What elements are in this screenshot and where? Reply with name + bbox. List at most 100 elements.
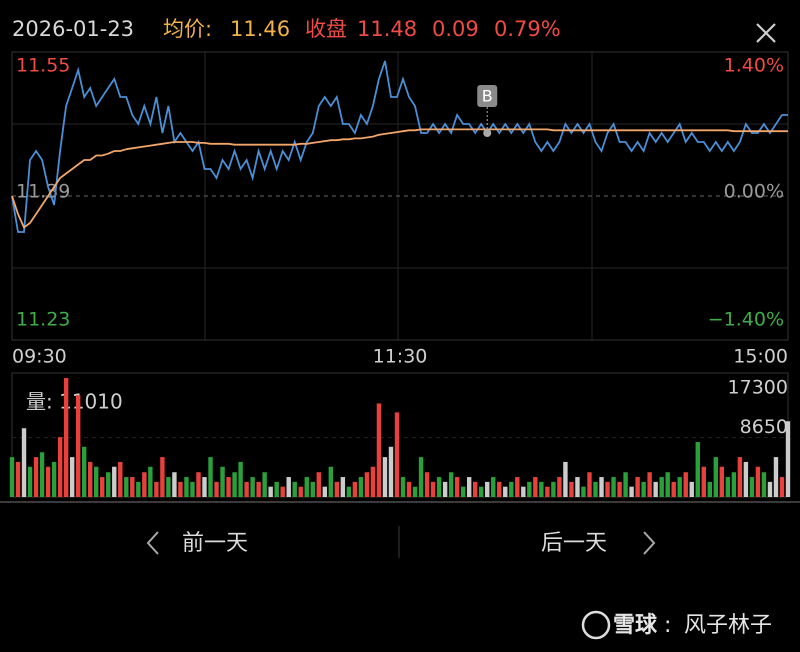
volume-bar xyxy=(635,477,640,497)
volume-bar xyxy=(677,477,682,497)
volume-bar xyxy=(454,477,460,497)
volume-bar xyxy=(15,461,21,497)
volume-bar xyxy=(394,412,400,497)
volume-bar xyxy=(575,477,580,497)
volume-bar xyxy=(695,441,700,497)
watermark: 雪球 : 风子林子 xyxy=(581,610,772,640)
volume-bar xyxy=(509,481,514,497)
close-price: 11.48 xyxy=(357,17,417,41)
volume-bar xyxy=(485,481,490,497)
volume-bar xyxy=(412,486,418,497)
volume-bar xyxy=(515,477,520,497)
volume-bar xyxy=(448,472,454,497)
marker-dot xyxy=(483,129,492,137)
volume-bar xyxy=(527,481,532,497)
chevron-left xyxy=(146,531,159,555)
x-tick-label: 09:30 xyxy=(12,346,67,368)
volume-bar xyxy=(244,481,249,497)
volume-bar xyxy=(653,481,658,497)
volume-bar xyxy=(51,461,57,497)
volume-bar xyxy=(226,477,231,497)
volume-bar xyxy=(328,466,334,497)
avg-label: 均价: xyxy=(163,17,212,41)
date: 2026-01-23 xyxy=(12,17,134,41)
volume-bar xyxy=(63,378,69,497)
volume-bar xyxy=(136,481,141,497)
volume-bar xyxy=(232,472,237,497)
volume-bar xyxy=(611,477,616,497)
volume-bar xyxy=(629,486,634,497)
volume-bar xyxy=(593,481,598,497)
volume-bar xyxy=(196,472,201,497)
close-button[interactable] xyxy=(756,23,776,43)
volume-bar xyxy=(124,477,129,497)
volume-bar xyxy=(214,481,219,497)
y2-tick-label: −1.40% xyxy=(708,309,784,331)
volume-bar xyxy=(88,461,93,497)
volume-bar xyxy=(430,481,436,497)
volume-bar xyxy=(148,466,153,497)
volume-bar xyxy=(460,486,466,497)
volume-bar xyxy=(220,466,225,497)
volume-bar xyxy=(731,472,737,497)
x-tick-label: 11:30 xyxy=(373,346,428,368)
y2-tick-label: 0.00% xyxy=(724,181,784,203)
volume-bar xyxy=(208,457,213,497)
volume-bar xyxy=(346,486,352,497)
next-day[interactable]: 后一天 xyxy=(541,531,656,556)
volume-bar xyxy=(172,472,177,497)
volume-bar xyxy=(581,486,586,497)
volume-bar xyxy=(472,481,478,497)
volume-bar xyxy=(81,446,87,497)
volume-bar xyxy=(442,481,448,497)
volume-bar xyxy=(304,477,309,497)
volume-bar xyxy=(238,461,243,497)
volume-bar xyxy=(400,477,406,497)
volume-bar xyxy=(785,421,791,497)
y-tick-label: 17300 xyxy=(728,377,788,399)
volume-bar xyxy=(436,477,442,497)
volume-bar xyxy=(340,477,346,497)
volume-bar xyxy=(418,457,424,497)
volume-bar xyxy=(701,466,706,497)
volume-bar xyxy=(491,477,496,497)
volume-bar xyxy=(39,452,45,497)
volume-bar xyxy=(424,472,430,497)
volume-bar xyxy=(466,477,472,497)
volume-bar xyxy=(761,472,767,497)
volume-bar xyxy=(130,477,135,497)
volume-bar xyxy=(382,457,388,497)
prev-day[interactable]: 前一天 xyxy=(146,531,248,556)
volume-bar xyxy=(557,477,562,497)
volume-bar xyxy=(707,481,712,497)
volume-bar xyxy=(94,466,99,497)
volume-bar xyxy=(755,466,761,497)
volume-bar xyxy=(406,481,412,497)
volume-bar xyxy=(713,457,719,497)
volume-bar xyxy=(587,472,592,497)
volume-bar xyxy=(33,457,39,497)
volume-bar xyxy=(503,486,508,497)
volume-bar xyxy=(154,481,159,497)
volume-bar xyxy=(9,457,15,497)
volume-bar xyxy=(57,437,63,497)
volume-bar xyxy=(779,477,785,497)
volume-bar xyxy=(370,466,376,497)
volume-bar xyxy=(280,486,285,497)
watermark-separator: : xyxy=(664,613,671,638)
volume-bar xyxy=(719,466,725,497)
volume-bar xyxy=(118,461,123,497)
y2-tick-label: 1.40% xyxy=(724,55,784,77)
x-tick-label: 15:00 xyxy=(733,346,788,368)
volume-bar xyxy=(545,486,550,497)
volume-bar xyxy=(737,457,743,497)
volume-bar xyxy=(479,486,484,497)
watermark-author: 风子林子 xyxy=(684,613,772,638)
volume-bar xyxy=(563,461,568,497)
volume-bar xyxy=(599,477,604,497)
volume-bar xyxy=(767,481,773,497)
watermark-brand: 雪球 xyxy=(613,613,658,638)
